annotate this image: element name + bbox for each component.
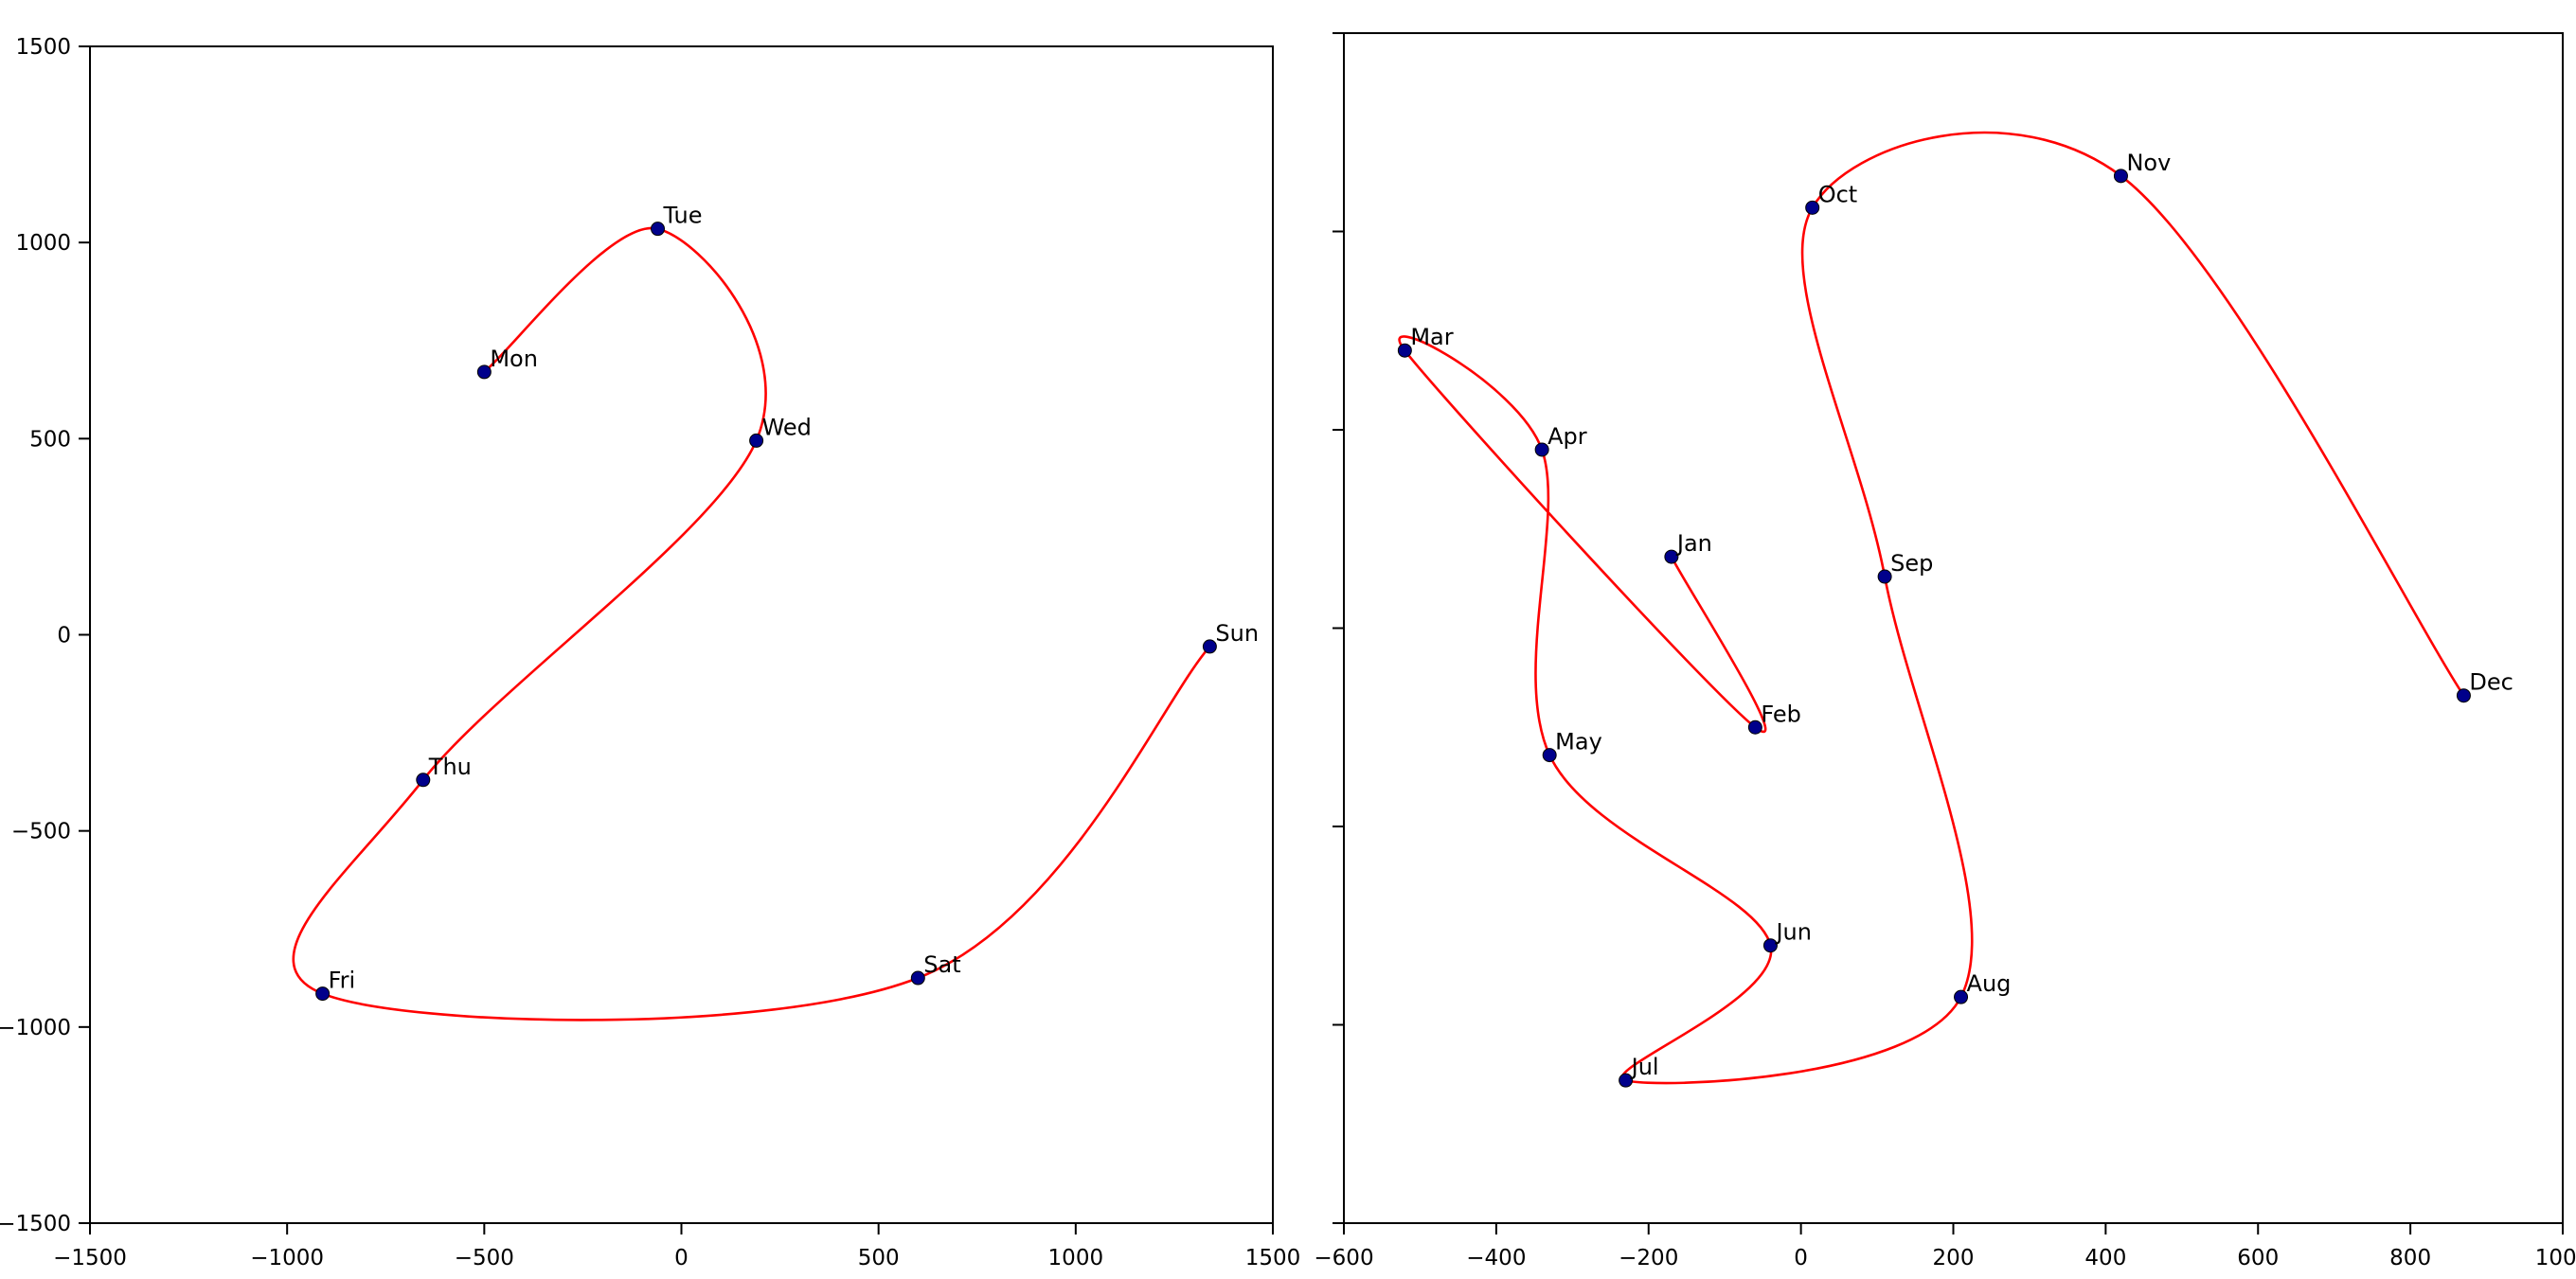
y-tick-label: −500 <box>11 820 71 844</box>
point-label-mar: Mar <box>1410 324 1453 350</box>
y-tick-label: 1000 <box>15 231 71 256</box>
x-tick-label: 200 <box>1933 1246 1975 1270</box>
point-marker-sat <box>910 970 925 986</box>
point-marker-sun <box>1202 639 1217 654</box>
point-marker-dec <box>2456 688 2471 703</box>
point-marker-mon <box>476 364 492 380</box>
spline-curve <box>292 226 1211 1021</box>
point-label-mon: Mon <box>490 346 538 372</box>
point-marker-sep <box>1877 569 1892 584</box>
point-label-jun: Jun <box>1774 919 1812 946</box>
x-tick-label: −1500 <box>53 1246 127 1270</box>
point-marker-apr <box>1534 442 1549 457</box>
point-label-sun: Sun <box>1215 620 1259 647</box>
spline-curve <box>1398 131 2465 1085</box>
y-tick-label: −1500 <box>0 1212 71 1236</box>
x-tick-label: 0 <box>674 1246 689 1270</box>
point-label-sep: Sep <box>1890 550 1933 577</box>
point-marker-oct <box>1805 200 1820 215</box>
x-tick-label: 1000 <box>1048 1246 1104 1270</box>
point-label-jan: Jan <box>1675 530 1712 557</box>
point-marker-thu <box>416 773 431 788</box>
point-marker-wed <box>749 433 764 448</box>
point-marker-tue <box>651 222 666 237</box>
point-label-nov: Nov <box>2126 150 2171 176</box>
point-label-aug: Aug <box>1967 970 2012 997</box>
point-label-jul: Jul <box>1630 1054 1659 1080</box>
plot-border <box>1343 32 2564 1224</box>
point-label-may: May <box>1555 729 1602 755</box>
weekdays-embedding-plot: −1500 −1000 −500 0 500 1000 1500 −1500 −1000 −500… <box>0 35 1300 1270</box>
point-label-apr: Apr <box>1547 423 1587 450</box>
x-tick-label: 1500 <box>1245 1246 1301 1270</box>
point-label-tue: Tue <box>663 203 703 229</box>
point-marker-jun <box>1762 938 1778 953</box>
point-label-fri: Fri <box>329 968 356 994</box>
point-marker-jul <box>1619 1073 1634 1088</box>
x-tick-label: 800 <box>2389 1246 2431 1270</box>
x-tick-label: −600 <box>1314 1246 1373 1270</box>
y-tick-label: −1000 <box>0 1016 71 1040</box>
x-tick-label: −500 <box>455 1246 514 1270</box>
point-label-thu: Thu <box>428 754 472 780</box>
point-marker-fri <box>315 986 331 1002</box>
months-embedding-plot: −600 −400 −200 0 200 400 600 800 1000 Jan Feb Mar Ap… <box>1314 32 2576 1270</box>
point-label-feb: Feb <box>1761 701 1801 727</box>
point-label-oct: Oct <box>1818 181 1858 207</box>
x-tick-label: 500 <box>858 1246 900 1270</box>
x-tick-label: 400 <box>2084 1246 2126 1270</box>
point-marker-mar <box>1397 343 1412 358</box>
y-tick-label: 500 <box>29 427 71 452</box>
point-label-wed: Wed <box>762 414 812 440</box>
x-tick-label: 0 <box>1794 1246 1808 1270</box>
x-tick-label: −1000 <box>250 1246 324 1270</box>
x-tick-label: −400 <box>1466 1246 1526 1270</box>
point-marker-may <box>1542 748 1557 763</box>
y-tick-label: 1500 <box>15 35 71 60</box>
x-tick-label: 1000 <box>2535 1246 2576 1270</box>
y-tick-label: 0 <box>57 624 71 648</box>
point-marker-nov <box>2113 169 2128 184</box>
x-tick-label: 600 <box>2237 1246 2279 1270</box>
point-label-sat: Sat <box>923 951 960 978</box>
x-tick-label: −200 <box>1619 1246 1678 1270</box>
point-label-dec: Dec <box>2469 669 2513 696</box>
point-marker-aug <box>1954 989 1969 1004</box>
point-marker-feb <box>1747 719 1762 735</box>
point-marker-jan <box>1664 549 1679 564</box>
